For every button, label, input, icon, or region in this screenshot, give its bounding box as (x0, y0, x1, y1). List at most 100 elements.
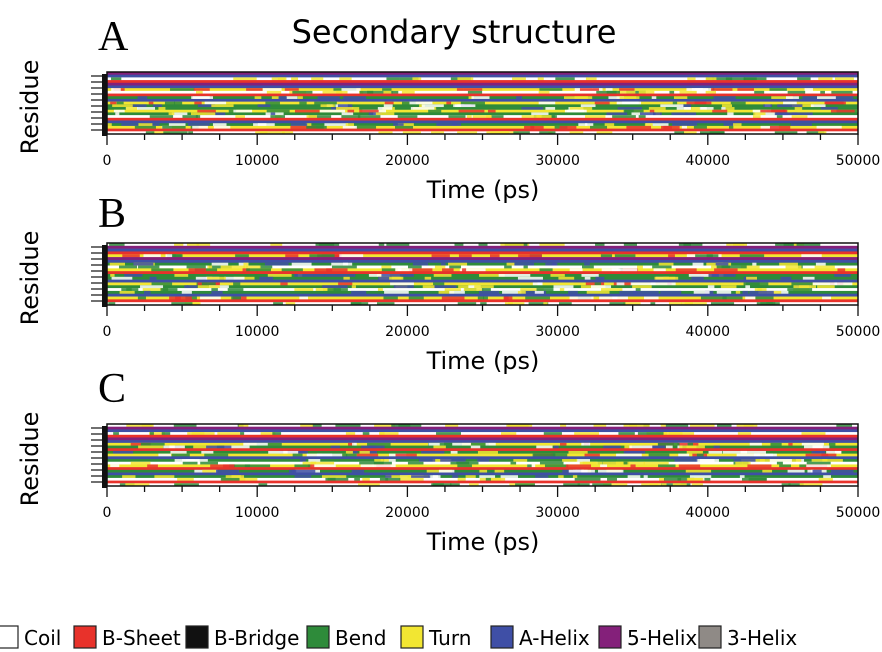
residue-segment (448, 262, 468, 266)
residue-segment (299, 296, 309, 300)
y-axis-label: Residue (16, 231, 44, 326)
residue-row (107, 448, 858, 452)
residue-segment (110, 464, 120, 468)
residue-segment (348, 442, 355, 446)
residue-segment (428, 475, 439, 479)
residue-segment (817, 96, 836, 100)
residue-segment (291, 262, 312, 266)
residue-segment (545, 262, 556, 266)
residue-segment (494, 469, 505, 473)
residue-segment (154, 475, 175, 479)
residue-segment (197, 104, 216, 108)
residue-segment (788, 442, 793, 446)
residue-segment (148, 101, 154, 105)
residue-segment (779, 464, 791, 468)
residue-segment (681, 125, 688, 129)
residue-segment (428, 109, 442, 113)
residue-segment (162, 288, 178, 292)
residue-segment (560, 442, 567, 446)
legend-item: 3-Helix (698, 625, 797, 650)
residue-segment (110, 274, 115, 278)
residue-segment (686, 450, 703, 454)
residue-segment (564, 109, 578, 113)
residue-segment (600, 254, 613, 258)
residue-row (107, 120, 858, 124)
residue-segment (316, 453, 343, 457)
legend-swatch (306, 625, 330, 649)
residue-segment (133, 262, 154, 266)
residue-segment (175, 296, 181, 300)
residue-segment (742, 461, 751, 465)
residue-row (107, 445, 858, 449)
residue-segment (809, 285, 816, 289)
legend-swatch (0, 625, 19, 649)
residue-segment (271, 77, 286, 81)
residue-segment (585, 123, 594, 127)
residue-segment (479, 475, 496, 479)
residue-segment (161, 432, 171, 436)
residue-segment (578, 123, 588, 127)
residue-segment (498, 274, 512, 278)
residue-segment (614, 254, 636, 258)
residue-segment (537, 77, 544, 81)
residue-segment (384, 290, 409, 295)
residue-segment (231, 296, 241, 300)
residue-segment (696, 459, 719, 463)
residue-row (107, 472, 858, 476)
residue-segment (383, 90, 392, 94)
residue-segment (585, 77, 597, 81)
residue-row (107, 456, 858, 460)
residue-segment (173, 424, 197, 427)
x-tick-label: 40000 (686, 505, 731, 521)
residue-segment (618, 432, 635, 436)
residue-segment (660, 104, 684, 108)
residue-segment (818, 477, 833, 481)
residue-segment (470, 445, 481, 449)
residue-segment (324, 123, 349, 127)
residue-segment (170, 254, 176, 258)
residue-segment (815, 450, 826, 454)
residue-segment (460, 101, 485, 105)
residue-segment (424, 276, 432, 280)
residue-segment (151, 282, 173, 286)
residue-segment (834, 450, 842, 454)
residue-segment (569, 131, 584, 135)
residue-segment (407, 265, 422, 269)
residue-segment (125, 483, 150, 487)
residue-segment (126, 424, 152, 427)
residue-segment (485, 442, 496, 446)
residue-segment (721, 104, 733, 108)
residue-segment (812, 445, 830, 449)
x-tick-label: 50000 (836, 505, 881, 521)
residue-segment (450, 483, 460, 487)
residue-segment (684, 107, 700, 111)
residue-segment (358, 483, 380, 487)
residue-segment (577, 483, 590, 487)
residue-segment (783, 459, 802, 463)
residue-segment (711, 265, 722, 269)
residue-segment (319, 109, 346, 113)
residue-segment (752, 115, 761, 119)
residue-segment (254, 96, 262, 100)
residue-segment (341, 88, 361, 92)
residue-segment (688, 274, 709, 278)
residue-segment (644, 123, 653, 127)
residue-segment (431, 131, 445, 135)
residue-segment (558, 302, 572, 306)
residue-segment (359, 90, 374, 94)
residue-segment (385, 477, 401, 481)
residue-segment (696, 453, 704, 457)
residue-segment (478, 290, 500, 295)
residue-segment (345, 123, 354, 127)
residue-segment (395, 453, 417, 457)
residue-segment (769, 125, 791, 129)
residue-segment (749, 290, 774, 295)
residue-segment (704, 477, 711, 481)
residue-segment (700, 107, 707, 111)
residue-segment (448, 115, 466, 119)
residue-segment (501, 432, 517, 436)
residue-segment (257, 104, 271, 108)
residue-segment (323, 274, 348, 278)
x-axis-label: Time (ps) (426, 347, 540, 375)
residue-segment (163, 131, 188, 135)
